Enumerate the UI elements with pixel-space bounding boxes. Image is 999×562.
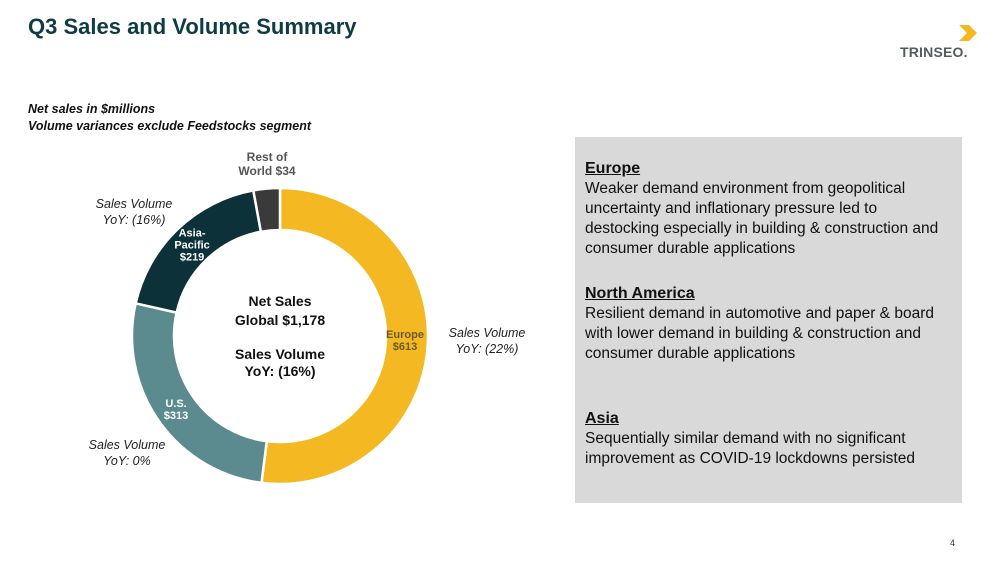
center-volume-value: YoY: (16%) [244,363,315,379]
slice-label-rest-of-world-line-1: Rest of [247,150,289,164]
callout-europe-line-2: YoY: (22%) [455,342,519,356]
slice-label-us: U.S. $313 [164,398,188,422]
slice-label-asia-pacific-line-3: $219 [180,251,204,263]
chart-notes: Net sales in $millions Volume variances … [28,101,311,135]
slice-label-europe-line-2: $613 [393,341,417,353]
page-number: 4 [950,538,956,548]
callout-us-volume: Sales Volume YoY: 0% [67,437,187,469]
trinseo-logo: TRINSEO. [900,24,982,64]
slide-title: Q3 Sales and Volume Summary [28,14,357,39]
slice-europe [260,186,430,486]
slice-label-us-line-1: U.S. [165,398,186,410]
slice-label-europe-line-1: Europe [386,329,424,341]
slice-label-europe: Europe $613 [386,329,424,353]
region-north-america-heading: North America [585,285,695,302]
center-net-sales-label: Net Sales [248,293,311,309]
slice-label-rest-of-world: Rest of World $34 [238,150,295,178]
callout-asia-line-1: Sales Volume [95,197,173,211]
regional-commentary-panel: Europe Weaker demand environment from ge… [575,137,962,503]
note-line-2: Volume variances exclude Feedstocks segm… [28,119,311,133]
region-europe-text: Weaker demand environment from geopoliti… [585,180,939,257]
logo-wordmark: TRINSEO [900,44,964,60]
region-north-america: North America Resilient demand in automo… [585,284,955,364]
callout-asia-volume: Sales Volume YoY: (16%) [74,196,194,228]
note-line-1: Net sales in $millions [28,102,156,116]
slice-label-rest-of-world-line-2: World $34 [238,164,295,178]
slice-rest-of-world [251,186,282,234]
callout-asia-line-2: YoY: (16%) [102,213,166,227]
region-asia-heading: Asia [585,410,619,427]
slice-label-asia-pacific: Asia-Pacific $219 [174,227,209,263]
donut-center-text: Net Sales Global $1,178 Sales Volume YoY… [235,293,325,379]
region-asia: Asia Sequentially similar demand with no… [585,409,955,469]
region-north-america-text: Resilient demand in automotive and paper… [585,305,934,362]
slice-label-asia-pacific-line-1: Asia- [179,227,206,239]
chevron-logo-icon [959,25,977,41]
slice-label-us-line-2: $313 [164,410,188,422]
logo-mark-dot: . [963,44,968,60]
donut-slice-labels: Europe $613 U.S. $313 Asia-Pacific $219 Rest o… [164,150,424,422]
callout-europe-volume: Sales Volume YoY: (22%) [427,325,547,357]
region-europe: Europe Weaker demand environment from ge… [585,159,955,259]
center-volume-label: Sales Volume [235,346,325,362]
region-europe-heading: Europe [585,160,641,177]
callout-us-line-1: Sales Volume [88,438,166,452]
callout-us-line-2: YoY: 0% [103,454,151,468]
slice-label-asia-pacific-line-2: Pacific [174,239,209,251]
donut-slices [130,186,430,486]
region-asia-text: Sequentially similar demand with no sign… [585,430,915,467]
center-global-value: Global $1,178 [235,312,325,328]
sales-donut-chart: Europe $613 U.S. $313 Asia-Pacific $219 Rest o… [130,150,430,486]
callout-europe-line-1: Sales Volume [448,326,526,340]
